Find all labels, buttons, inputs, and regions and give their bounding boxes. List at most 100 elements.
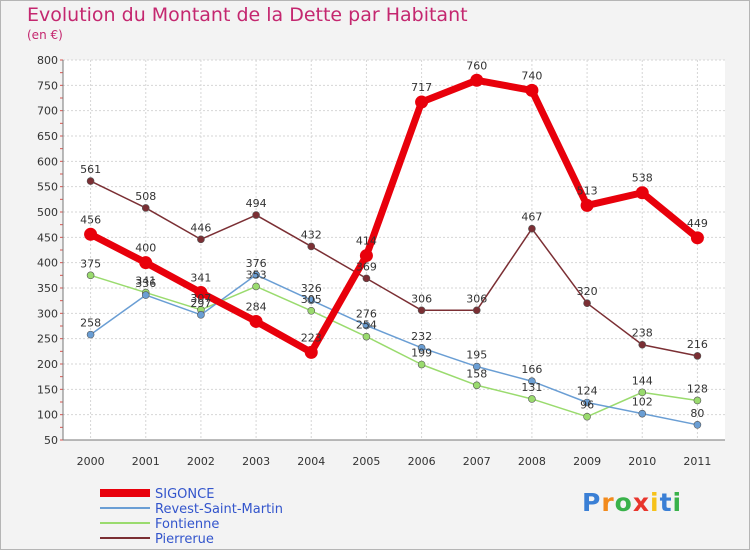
data-label: 326 — [301, 282, 322, 295]
data-label: 216 — [687, 338, 708, 351]
data-label: 341 — [190, 272, 211, 285]
y-tick-label: 100 — [37, 409, 58, 422]
data-point — [472, 381, 481, 390]
data-label: 376 — [246, 257, 267, 270]
series-line-fontienne — [90, 274, 698, 418]
data-label: 449 — [687, 217, 708, 230]
y-tick-label: 800 — [37, 54, 58, 67]
data-point — [252, 282, 260, 291]
data-label: 432 — [301, 228, 322, 241]
data-label: 238 — [632, 327, 653, 340]
series-line-pierrerue — [90, 180, 698, 357]
data-point — [252, 211, 260, 219]
data-point — [84, 227, 98, 241]
data-point — [141, 204, 150, 212]
data-label: 414 — [356, 235, 377, 248]
data-point — [638, 388, 647, 397]
y-tick-label: 400 — [37, 257, 58, 270]
data-label: 508 — [135, 190, 156, 203]
legend-label: SIGONCE — [155, 487, 214, 502]
logo-letter: r — [601, 488, 615, 517]
data-label: 96 — [580, 399, 594, 412]
y-tick-label: 350 — [37, 282, 58, 295]
data-point — [583, 398, 591, 407]
x-tick-label: 2011 — [683, 455, 711, 468]
data-point — [304, 345, 318, 359]
data-label: 232 — [411, 330, 432, 343]
data-point — [580, 198, 594, 212]
data-point — [362, 274, 371, 283]
x-tick-label: 2001 — [132, 455, 160, 468]
data-point — [528, 224, 536, 233]
data-label: 336 — [135, 277, 156, 290]
y-tick-label: 50 — [44, 434, 58, 447]
data-point — [359, 249, 373, 263]
data-point — [638, 409, 647, 418]
legend-label: Pierrerue — [155, 532, 214, 547]
data-label: 320 — [577, 285, 598, 298]
data-point — [249, 314, 263, 328]
data-label: 456 — [80, 213, 101, 226]
logo-letter: t — [659, 488, 673, 517]
data-label: 276 — [356, 307, 377, 320]
data-label: 102 — [632, 396, 653, 409]
data-point — [197, 311, 205, 319]
x-tick-label: 2004 — [297, 455, 325, 468]
plot-area — [63, 60, 725, 440]
y-tick-label: 600 — [37, 155, 58, 168]
data-label: 561 — [80, 163, 101, 176]
data-point — [583, 299, 591, 308]
y-tick-label: 250 — [37, 333, 58, 346]
logo-letter: i — [650, 488, 660, 517]
x-tick-label: 2007 — [463, 455, 491, 468]
x-tick-label: 2000 — [77, 455, 105, 468]
x-tick-label: 2008 — [518, 455, 546, 468]
data-point — [472, 306, 481, 315]
data-label: 494 — [246, 197, 267, 210]
data-label: 306 — [466, 292, 487, 305]
y-tick-label: 550 — [37, 181, 58, 194]
data-label: 124 — [577, 385, 598, 398]
data-label: 305 — [301, 293, 322, 306]
data-point — [528, 395, 536, 403]
data-point — [583, 412, 591, 421]
data-label: 446 — [190, 221, 211, 234]
data-label: 144 — [632, 374, 653, 387]
x-tick-label: 2006 — [408, 455, 436, 468]
data-point — [194, 286, 208, 300]
data-label: 740 — [521, 69, 542, 82]
data-label: 131 — [521, 381, 542, 394]
logo-letter: x — [632, 488, 650, 517]
data-label: 307 — [190, 292, 211, 305]
data-point — [693, 352, 702, 360]
x-tick-label: 2002 — [187, 455, 215, 468]
data-label: 400 — [135, 242, 156, 255]
data-point — [525, 83, 539, 97]
chart-title: Evolution du Montant de la Dette par Hab… — [27, 4, 468, 26]
y-tick-label: 200 — [37, 358, 58, 371]
data-point — [252, 271, 260, 279]
y-tick-label: 500 — [37, 206, 58, 219]
x-tick-label: 2005 — [352, 455, 380, 468]
legend-label: Fontienne — [155, 517, 219, 532]
data-label: 513 — [577, 184, 598, 197]
data-point — [141, 291, 150, 299]
logo-letter: o — [614, 488, 633, 517]
y-tick-label: 700 — [37, 105, 58, 118]
data-point — [528, 377, 536, 386]
y-tick-label: 450 — [37, 231, 58, 244]
data-label: 341 — [135, 275, 156, 288]
data-point — [415, 95, 429, 109]
x-tick-label: 2003 — [242, 455, 270, 468]
data-point — [635, 186, 649, 200]
data-point — [638, 340, 647, 349]
data-point — [417, 360, 426, 369]
data-label: 166 — [521, 363, 542, 376]
data-point — [197, 235, 205, 244]
proxiti-logo: Proxiti — [582, 488, 682, 517]
data-label: 353 — [246, 268, 267, 281]
series-line-sigonce — [88, 76, 700, 356]
data-point — [139, 256, 153, 270]
data-label: 80 — [690, 407, 704, 420]
